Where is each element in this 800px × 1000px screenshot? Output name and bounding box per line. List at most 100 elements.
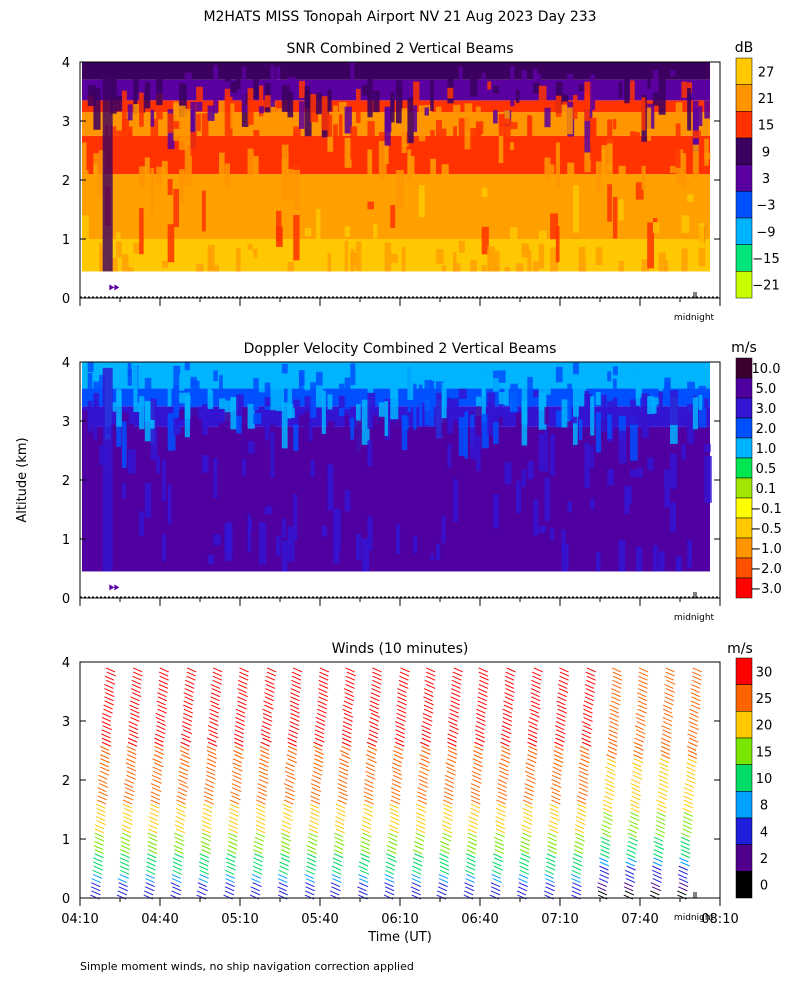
heatmap-streak — [201, 190, 206, 232]
wind-barb — [450, 704, 460, 710]
wind-barb — [684, 783, 695, 788]
wind-barb — [553, 762, 563, 768]
wind-barb — [636, 729, 646, 735]
wind-barb — [627, 840, 638, 846]
wind-barb — [415, 832, 426, 838]
heatmap-streak — [687, 194, 694, 202]
wind-barb — [423, 696, 433, 702]
heatmap-streak — [481, 187, 488, 197]
wind-barb — [505, 671, 515, 677]
wind-barb — [528, 725, 539, 731]
wind-barb — [117, 890, 128, 896]
wind-barb — [638, 675, 648, 681]
heatmap-streak — [356, 88, 361, 123]
wind-barb — [361, 824, 372, 830]
colorbar-swatch — [735, 84, 753, 112]
heatmap-streak — [544, 407, 549, 425]
heatmap-streak — [356, 241, 362, 272]
wind-barb — [629, 799, 640, 805]
wind-barb — [156, 721, 167, 727]
wind-barb — [389, 803, 399, 809]
heatmap-streak — [207, 370, 216, 380]
wind-barb — [442, 836, 452, 842]
heatmap-streak — [121, 483, 126, 500]
heatmap-streak — [521, 469, 526, 488]
wind-barb — [232, 758, 243, 764]
wind-barb — [503, 700, 513, 706]
heatmap-streak — [624, 493, 630, 514]
wind-barb — [290, 688, 301, 694]
heatmap-streak — [87, 362, 94, 372]
wind-barb — [659, 770, 669, 776]
heatmap-streak — [418, 384, 423, 427]
heatmap-streak — [390, 91, 395, 123]
wind-barb — [98, 791, 108, 797]
wind-barb — [604, 778, 614, 784]
heatmap-streak — [481, 375, 486, 422]
wind-barb — [102, 725, 112, 731]
heatmap-streak — [396, 524, 401, 554]
wind-barb — [386, 845, 397, 850]
heatmap-streak — [401, 246, 406, 272]
wind-barb — [636, 692, 647, 698]
wind-barb — [579, 762, 589, 768]
heatmap-streak — [647, 396, 655, 415]
wind-barb — [572, 882, 582, 888]
wind-barb — [478, 683, 489, 689]
wind-barb — [283, 807, 294, 813]
heatmap-streak — [447, 399, 456, 434]
wind-barb — [547, 824, 558, 830]
wind-barb — [283, 816, 293, 822]
wind-barb — [175, 816, 186, 822]
wind-barb — [171, 873, 181, 879]
x-tick-label: 04:10 — [61, 912, 98, 927]
wind-barb — [519, 869, 530, 875]
wind-barb — [119, 865, 130, 871]
wind-barb — [391, 766, 402, 772]
heatmap-streak — [504, 110, 510, 124]
wind-barb — [125, 762, 136, 768]
wind-barb — [500, 758, 510, 764]
colorbar-tick-label: −9 — [756, 225, 775, 240]
heatmap-streak — [475, 106, 481, 128]
wind-barb — [638, 667, 649, 673]
wind-barb — [344, 692, 355, 698]
colorbar-tick-label: 0 — [760, 879, 768, 894]
wind-barb — [121, 824, 131, 830]
x-tick-label: 04:40 — [141, 912, 178, 927]
heatmap-streak — [418, 105, 426, 142]
wind-barb — [232, 778, 242, 784]
wind-barb — [417, 787, 427, 793]
wind-barb — [412, 865, 422, 871]
wind-barb — [175, 840, 185, 846]
wind-barb — [150, 803, 160, 809]
wind-barb — [358, 865, 368, 871]
wind-barb — [473, 762, 483, 768]
wind-barb — [683, 799, 693, 805]
wind-barb — [284, 795, 295, 801]
wind-barb — [366, 774, 376, 780]
heatmap-streak — [704, 398, 709, 408]
wind-barb — [416, 824, 426, 830]
wind-barb — [228, 828, 238, 834]
heatmap-streak — [179, 105, 186, 141]
wind-barb — [415, 811, 425, 817]
wind-barb — [597, 882, 608, 888]
wind-barb — [688, 721, 698, 727]
wind-barb — [159, 667, 169, 673]
heatmap-streak — [287, 169, 295, 202]
wind-barb — [571, 890, 582, 896]
wind-barb — [285, 762, 296, 768]
heatmap-streak — [361, 538, 370, 572]
heatmap-streak — [590, 446, 594, 469]
heatmap-column — [102, 367, 113, 572]
wind-barb — [359, 869, 370, 875]
wind-barb — [98, 774, 108, 780]
wind-barb — [632, 770, 642, 776]
heatmap-streak — [241, 105, 250, 113]
wind-barb — [130, 712, 140, 718]
wind-barb — [573, 861, 583, 867]
wind-barb — [291, 675, 302, 681]
wind-barb — [500, 754, 510, 760]
wind-barb — [367, 737, 378, 743]
